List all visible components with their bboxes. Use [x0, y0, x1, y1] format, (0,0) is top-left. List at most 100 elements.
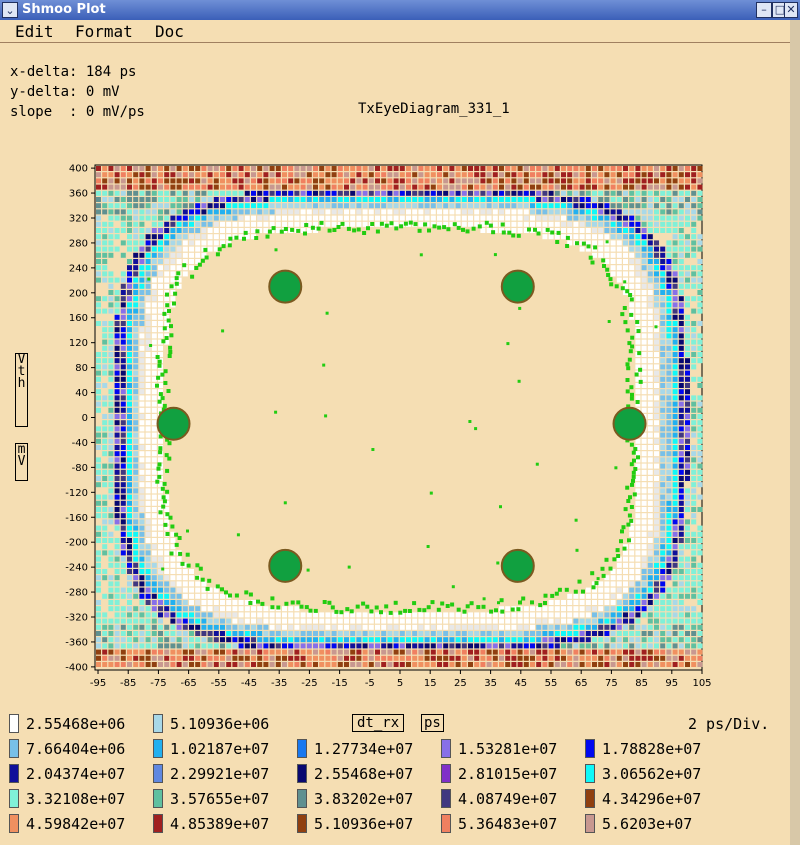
heatmap-cell [151, 327, 157, 333]
heatmap-cell [319, 197, 325, 202]
heatmap-cell [139, 277, 145, 283]
heatmap-cell [331, 649, 337, 655]
heatmap-cell [96, 190, 101, 196]
menu-format[interactable]: Format [75, 22, 133, 41]
heatmap-cell [220, 240, 225, 246]
heatmap-cell [257, 649, 263, 655]
trace-dot [630, 335, 635, 340]
trace-dot [165, 303, 170, 308]
heatmap-cell [306, 166, 312, 171]
heatmap-cell [182, 581, 188, 587]
heatmap-cell [517, 178, 523, 184]
heatmap-cell [393, 190, 399, 196]
x-tick-label: -95 [90, 678, 106, 689]
menu-doc[interactable]: Doc [155, 22, 184, 41]
heatmap-cell [647, 383, 653, 388]
heatmap-cell [176, 246, 182, 252]
heatmap-cell [350, 655, 356, 661]
heatmap-cell [461, 215, 467, 221]
trace-dot [234, 235, 239, 240]
heatmap-cell [685, 234, 690, 240]
trace-dot [573, 589, 578, 594]
heatmap-cell [356, 624, 362, 630]
heatmap-cell [120, 358, 126, 364]
heatmap-cell [139, 395, 145, 401]
heatmap-cell [654, 556, 659, 562]
heatmap-cell [666, 445, 672, 450]
heatmap-cell [660, 624, 666, 630]
heatmap-cell [213, 649, 219, 655]
heatmap-cell [554, 649, 560, 655]
heatmap-cell [282, 612, 287, 618]
heatmap-cell [424, 178, 430, 184]
heatmap-cell [691, 562, 697, 568]
heatmap-cell [660, 259, 666, 264]
heatmap-cell [455, 190, 461, 196]
heatmap-cell [691, 581, 697, 587]
heatmap-cell [691, 494, 697, 500]
trace-dot [631, 470, 636, 475]
chevron-down-icon[interactable]: ⌄ [2, 2, 18, 18]
heatmap-cell [393, 643, 399, 649]
heatmap-cell [672, 339, 678, 345]
heatmap-cell [375, 178, 380, 184]
heatmap-cell [499, 178, 504, 184]
heatmap-cell [133, 451, 139, 457]
heatmap-cell [127, 637, 132, 643]
trace-dot [156, 375, 161, 380]
heatmap-cell [393, 172, 399, 178]
trace-dot [452, 222, 457, 227]
heatmap-cell [505, 178, 511, 184]
heatmap-cell [685, 538, 690, 543]
heatmap-cell [685, 414, 690, 419]
heatmap-cell [158, 383, 163, 388]
heatmap-cell [517, 221, 523, 227]
heatmap-cell [647, 500, 653, 506]
close-icon[interactable]: ✕ [784, 2, 798, 18]
heatmap-cell [666, 488, 672, 494]
heatmap-cell [263, 215, 269, 221]
heatmap-cell [697, 184, 703, 190]
legend-value: 3.57655e+07 [170, 790, 270, 808]
heatmap-cell [424, 662, 430, 667]
heatmap-cell [102, 469, 108, 475]
heatmap-cell [678, 221, 684, 227]
heatmap-cell [102, 531, 108, 537]
heatmap-cell [691, 426, 697, 432]
heatmap-cell [548, 643, 554, 649]
heatmap-cell [399, 215, 405, 221]
heatmap-cell [517, 215, 523, 221]
menu-edit[interactable]: Edit [15, 22, 54, 41]
legend-value: 5.10936e+06 [170, 715, 270, 733]
heatmap-cell [294, 209, 300, 215]
heatmap-cell [399, 178, 405, 184]
heatmap-cell [127, 438, 132, 444]
heatmap-cell [195, 221, 201, 227]
heatmap-cell [189, 631, 194, 636]
heatmap-cell [325, 662, 331, 667]
heatmap-cell [406, 221, 411, 227]
heatmap-cell [691, 649, 697, 655]
legend-swatch [153, 739, 163, 758]
trace-dot [274, 248, 278, 252]
trace-dot [313, 608, 318, 613]
heatmap-cell [220, 624, 225, 630]
heatmap-cell [678, 327, 684, 333]
heatmap-cell [666, 587, 672, 593]
heatmap-cell [660, 544, 666, 550]
heatmap-cell [697, 277, 703, 283]
heatmap-cell [120, 649, 126, 655]
x-unit-box[interactable]: dt_rx [352, 714, 405, 732]
heatmap-cell [102, 395, 108, 401]
heatmap-cell [151, 432, 157, 438]
heatmap-cell [114, 358, 120, 364]
minimize-icon[interactable]: – [756, 2, 772, 18]
heatmap-cell [282, 178, 287, 184]
heatmap-cell [176, 631, 182, 636]
heatmap-cell [145, 395, 151, 401]
heatmap-cell [654, 246, 659, 252]
heatmap-cell [145, 184, 151, 190]
heatmap-cell [282, 624, 287, 630]
